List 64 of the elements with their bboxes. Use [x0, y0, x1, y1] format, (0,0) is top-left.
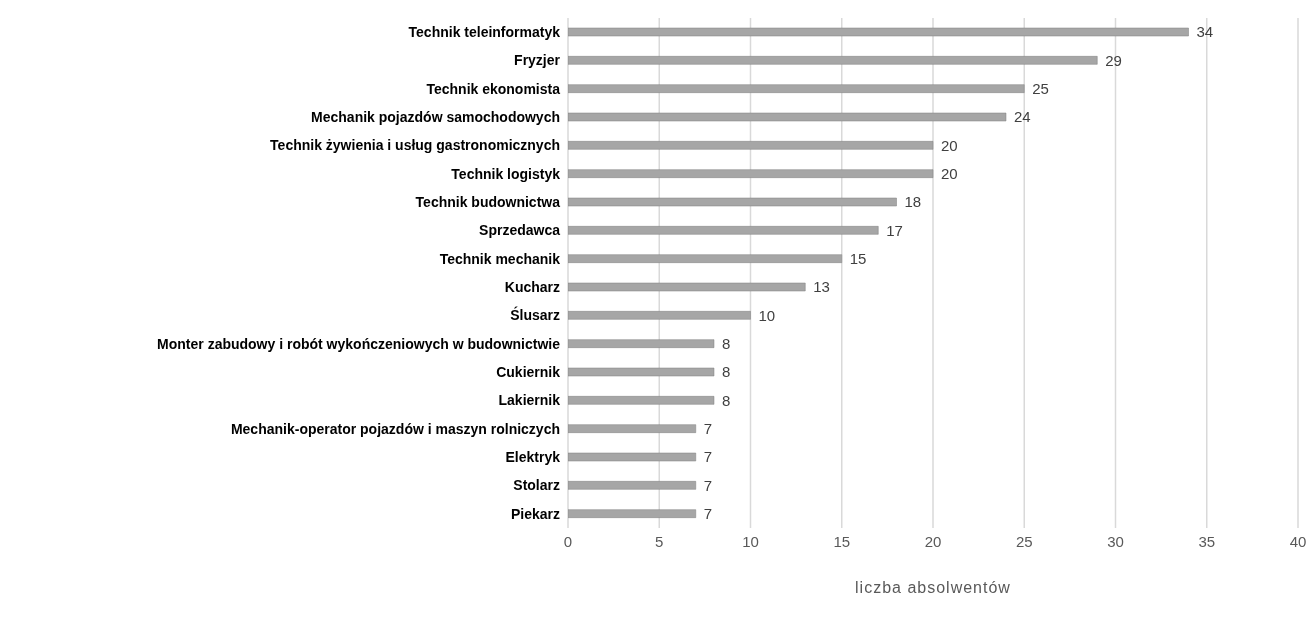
x-tick-label: 20 [924, 532, 942, 550]
data-label: 18 [904, 193, 922, 211]
data-label: 7 [703, 419, 713, 437]
y-tick-label: Technik mechanik [439, 250, 561, 267]
bar [568, 509, 696, 518]
x-tick-label: 30 [1107, 532, 1124, 550]
y-tick-label: Stolarz [513, 477, 560, 494]
x-tick-label: 15 [833, 532, 851, 550]
y-tick-label: Technik budownictwa [415, 194, 561, 211]
x-tick-label: 5 [655, 532, 664, 550]
y-tick-label: Kucharz [504, 279, 560, 296]
x-tick-label: 0 [563, 532, 573, 550]
bar [568, 197, 897, 207]
x-tick-label: 10 [742, 532, 759, 550]
data-label: 29 [1105, 51, 1122, 69]
y-tick-label: Sprzedawca [479, 222, 561, 239]
y-tick-label: Technik teleinformatyk [408, 24, 561, 41]
data-label: 10 [758, 306, 776, 324]
data-label: 7 [703, 504, 713, 522]
y-tick-label: Fryzjer [514, 52, 561, 69]
bar [568, 452, 696, 462]
x-tick-label: 40 [1289, 532, 1307, 550]
bar [568, 339, 715, 348]
data-label: 17 [886, 221, 903, 239]
y-tick-label: Technik logistyk [451, 165, 561, 182]
bar [568, 481, 696, 490]
bar [568, 84, 1025, 93]
y-tick-label: Piekarz [510, 505, 560, 522]
bar [568, 112, 1007, 122]
bar [568, 226, 879, 235]
bar [568, 141, 934, 150]
bar [568, 282, 806, 292]
y-tick-label: Ślusarz [510, 306, 560, 324]
data-label: 13 [813, 278, 830, 296]
data-label: 24 [1014, 108, 1031, 126]
bar [568, 367, 715, 377]
y-tick-label: Technik ekonomista [426, 80, 561, 97]
y-tick-label: Cukiernik [496, 364, 561, 381]
y-tick-label: Technik żywienia i usług gastronomicznych [270, 137, 560, 154]
data-label: 25 [1032, 79, 1049, 97]
data-label: 8 [722, 363, 731, 381]
bar [568, 27, 1189, 37]
y-tick-label: Lakiernik [498, 392, 561, 409]
data-label: 7 [703, 476, 713, 494]
bar [568, 396, 715, 405]
x-axis-title: liczba absolwentów [855, 579, 1011, 596]
y-tick-label: Monter zabudowy i robót wykończeniowych w budownictwie [157, 335, 561, 352]
x-tick-label: 35 [1198, 532, 1216, 550]
bar [568, 56, 1098, 65]
y-tick-label: Mechanik pojazdów samochodowych [311, 109, 560, 126]
bar [568, 254, 842, 263]
bar [568, 424, 696, 433]
x-tick-label: 25 [1015, 532, 1033, 550]
data-label: 7 [703, 448, 713, 466]
data-label: 20 [941, 164, 958, 182]
data-label: 15 [849, 249, 867, 267]
y-tick-label: Elektryk [505, 449, 561, 466]
y-tick-label: Mechanik-operator pojazdów i maszyn rolniczych [230, 420, 560, 437]
data-label: 20 [941, 136, 958, 154]
data-label: 8 [722, 334, 731, 352]
data-label: 34 [1196, 23, 1214, 41]
data-label: 8 [722, 391, 731, 409]
bar [568, 169, 934, 178]
bar [568, 311, 751, 320]
